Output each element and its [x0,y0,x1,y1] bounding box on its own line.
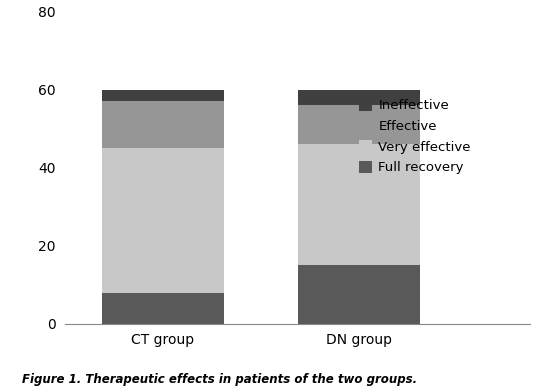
Legend: Ineffective, Effective, Very effective, Full recovery: Ineffective, Effective, Very effective, … [353,94,476,179]
Bar [298,105,420,144]
Bar [298,90,420,105]
Text: Figure 1. Therapeutic effects in patients of the two groups.: Figure 1. Therapeutic effects in patient… [22,373,417,386]
Bar [102,101,224,148]
Bar [298,265,420,324]
Bar [102,148,224,292]
Bar [298,144,420,265]
Bar [102,90,224,101]
Bar [102,292,224,324]
